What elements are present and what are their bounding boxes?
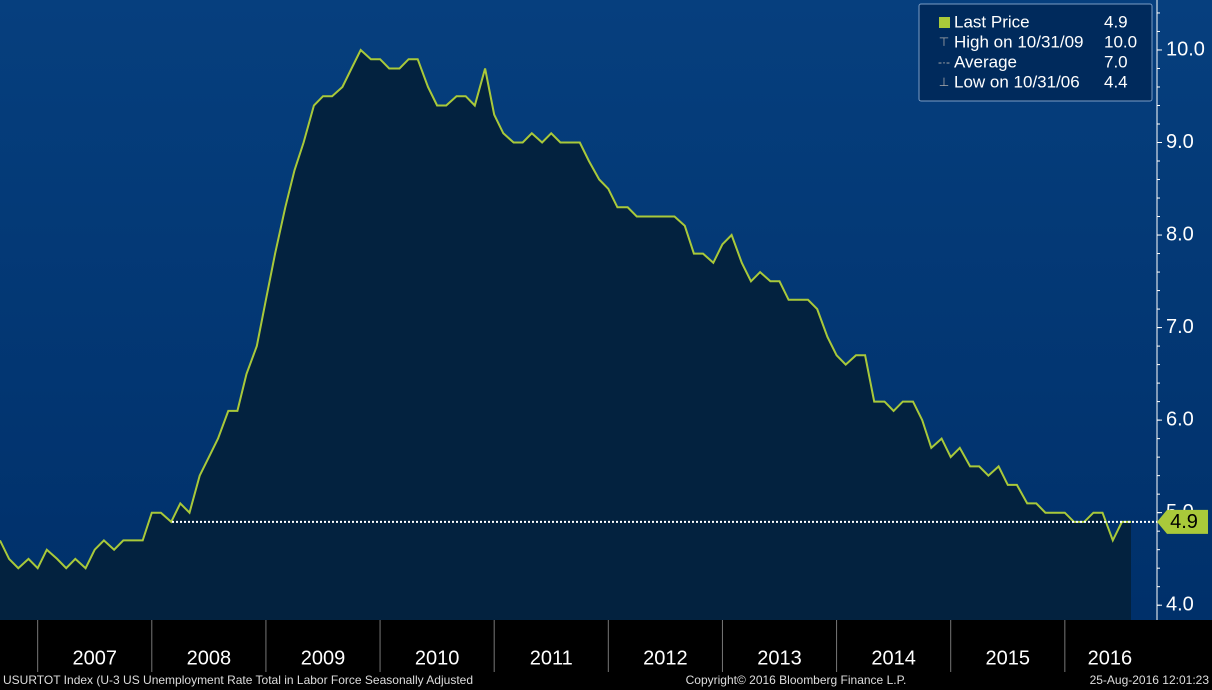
legend-label: Average: [954, 52, 1017, 71]
x-tick-label: 2008: [187, 647, 232, 669]
footer-center: Copyright© 2016 Bloomberg Finance L.P.: [686, 673, 907, 687]
y-tick-label: 6.0: [1166, 408, 1194, 430]
legend-icon: ⊤: [939, 35, 949, 49]
y-tick-label: 8.0: [1166, 223, 1194, 245]
legend-swatch: [939, 17, 950, 28]
x-tick-label: 2013: [757, 647, 802, 669]
y-tick-label: 4.0: [1166, 593, 1194, 615]
legend-icon: -·-: [938, 55, 950, 69]
series-line: [0, 48, 1131, 570]
footer-right: 25-Aug-2016 12:01:23: [1090, 673, 1210, 687]
legend-label: Low on 10/31/06: [954, 72, 1080, 91]
legend: Last Price 4.9 ⊤ High on 10/31/09 10.0 -·- Ave…: [918, 3, 1153, 102]
y-tick-label: 9.0: [1166, 131, 1194, 153]
x-tick-label: 2012: [643, 647, 688, 669]
legend-box: [918, 3, 1153, 102]
last-price-marker: [1157, 509, 1208, 534]
legend-icon: ⊥: [939, 75, 949, 89]
x-tick-label: 2007: [72, 647, 117, 669]
footer-left: USURTOT Index (U-3 US Unemployment Rate …: [3, 673, 473, 687]
x-tick-label: 2011: [530, 647, 573, 669]
legend-value: 4.4: [1104, 72, 1128, 91]
x-tick-label: 2010: [415, 647, 460, 669]
legend-value: 7.0: [1104, 52, 1128, 71]
y-tick-label: 10.0: [1166, 38, 1205, 60]
x-tick-label: 2014: [871, 647, 916, 669]
legend-value: 4.9: [1104, 12, 1128, 31]
x-axis-band: [0, 620, 1212, 672]
legend-label: Last Price: [954, 12, 1030, 31]
legend-value: 10.0: [1104, 32, 1137, 51]
last-price-label: 4.9: [1170, 511, 1198, 533]
area-fill: [0, 50, 1131, 620]
x-tick-label: 2015: [986, 647, 1031, 669]
legend-label: High on 10/31/09: [954, 32, 1084, 51]
x-tick-label: 2016: [1088, 647, 1133, 669]
x-tick-label: 2009: [301, 647, 346, 669]
y-tick-label: 7.0: [1166, 316, 1194, 338]
